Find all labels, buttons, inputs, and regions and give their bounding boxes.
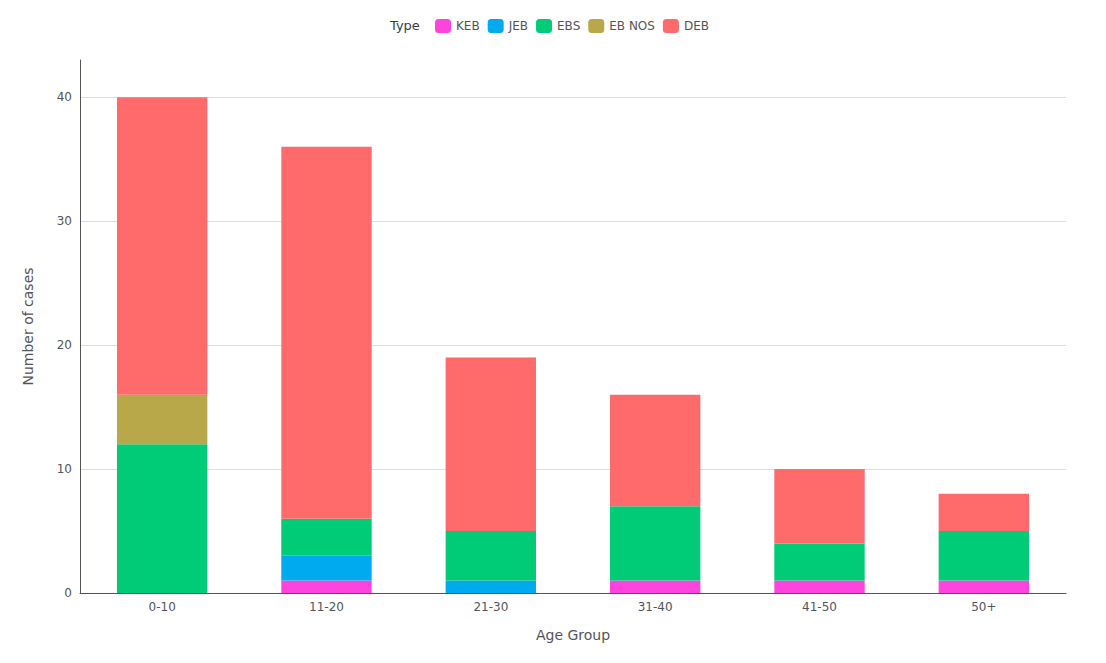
svg-text:0-10: 0-10 — [149, 600, 176, 614]
svg-text:41-50: 41-50 — [802, 600, 837, 614]
svg-text:20: 20 — [57, 338, 72, 352]
svg-text:31-40: 31-40 — [638, 600, 673, 614]
svg-text:11-20: 11-20 — [309, 600, 344, 614]
svg-text:Type: Type — [389, 18, 420, 33]
svg-text:21-30: 21-30 — [473, 600, 508, 614]
svg-text:DEB: DEB — [684, 19, 709, 33]
svg-text:0: 0 — [64, 586, 72, 600]
svg-text:40: 40 — [57, 90, 72, 104]
svg-text:30: 30 — [57, 214, 72, 228]
svg-text:EB NOS: EB NOS — [609, 19, 655, 33]
svg-text:EBS: EBS — [557, 19, 580, 33]
svg-text:JEB: JEB — [508, 19, 528, 33]
svg-text:Age Group: Age Group — [536, 627, 610, 643]
svg-text:50+: 50+ — [971, 600, 996, 614]
svg-text:Number of cases: Number of cases — [20, 267, 36, 385]
svg-text:KEB: KEB — [456, 19, 480, 33]
svg-text:10: 10 — [57, 462, 72, 476]
